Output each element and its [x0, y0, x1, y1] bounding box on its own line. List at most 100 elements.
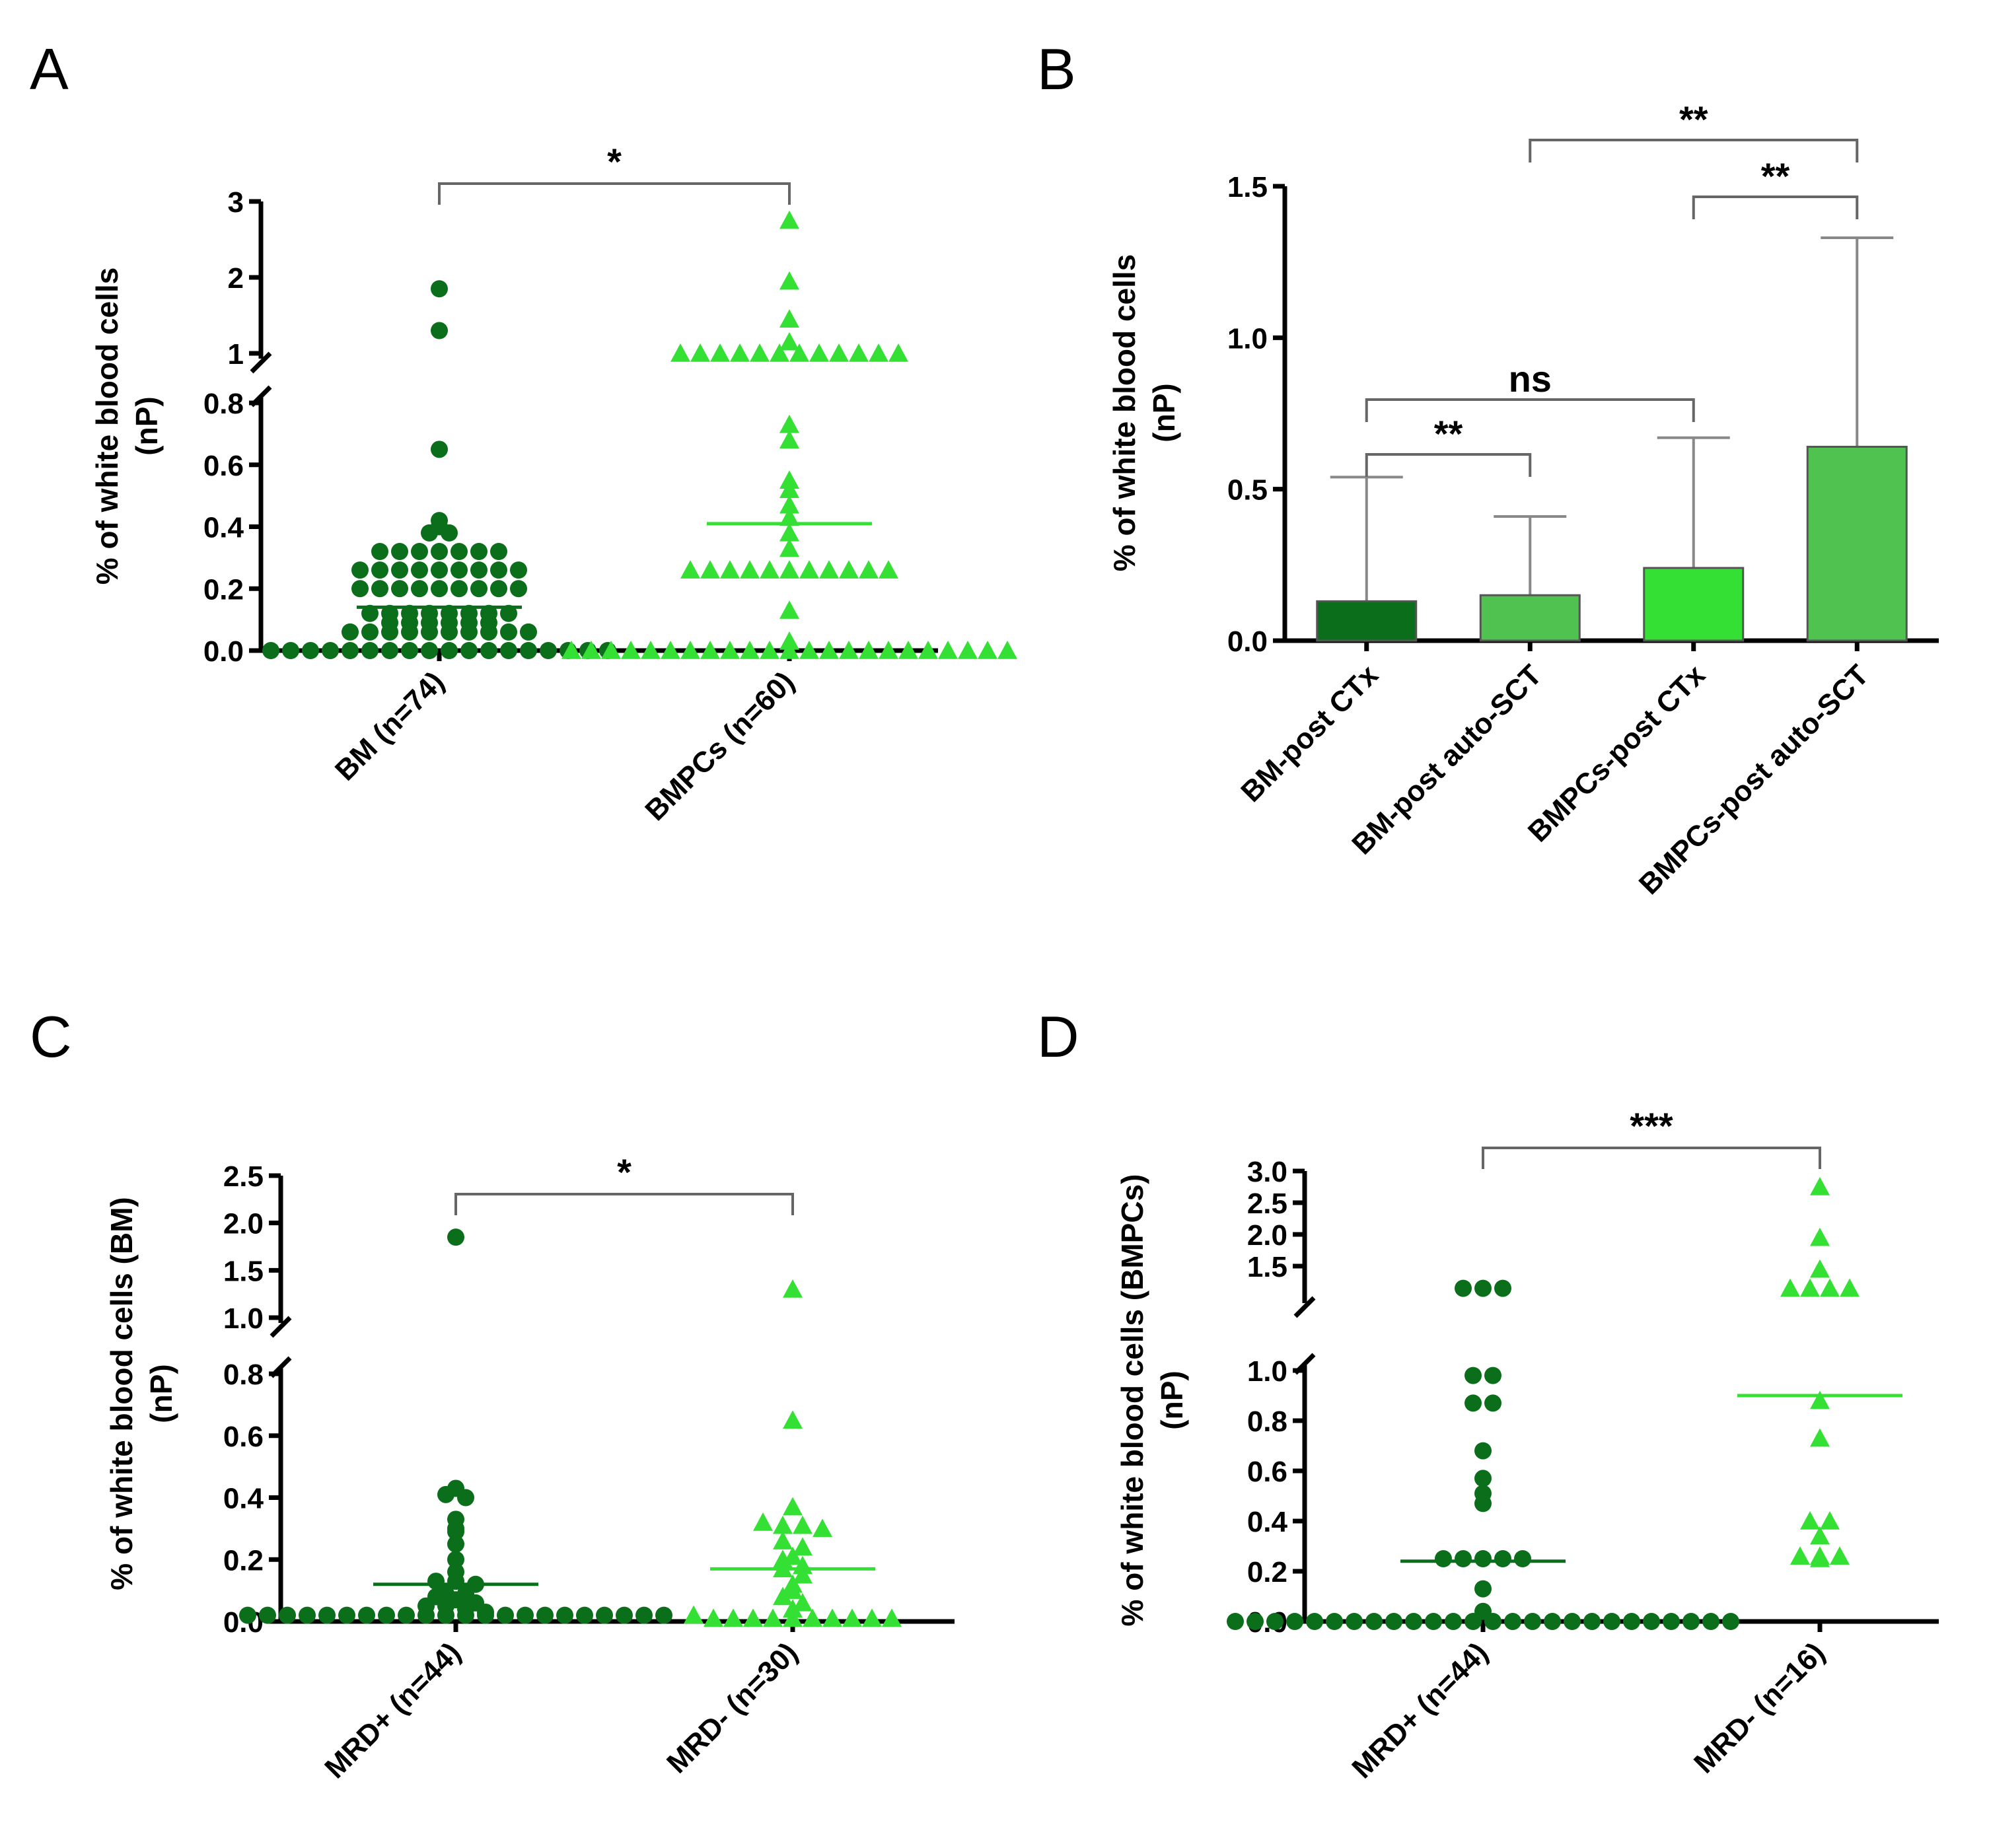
y-tick-label: 1.5 — [223, 1255, 264, 1287]
significance-label: *** — [1630, 1105, 1673, 1147]
data-point — [1583, 1613, 1601, 1630]
y-tick-label: 0.8 — [203, 388, 244, 420]
data-point — [783, 1410, 803, 1429]
data-point — [1800, 1278, 1820, 1297]
data-point — [391, 543, 408, 560]
data-point — [1227, 1613, 1244, 1630]
data-point — [1247, 1613, 1264, 1630]
data-point — [381, 642, 398, 659]
data-point — [361, 604, 379, 622]
data-point — [520, 623, 537, 641]
data-point — [596, 1606, 613, 1624]
panel-letter-c: C — [30, 1004, 72, 1069]
data-point — [779, 538, 799, 557]
data-point — [859, 560, 879, 579]
data-point — [763, 1608, 783, 1627]
data-point — [1820, 1511, 1840, 1530]
significance-bracket — [454, 1193, 794, 1215]
data-point — [1623, 1613, 1640, 1630]
data-point — [322, 642, 339, 659]
data-point — [576, 1606, 593, 1624]
bar — [1643, 567, 1745, 642]
data-point — [1474, 1495, 1492, 1512]
data-point — [480, 642, 497, 659]
data-point — [783, 1497, 803, 1516]
data-point — [517, 1606, 534, 1624]
y-tick-label: 0.2 — [223, 1544, 264, 1577]
data-point — [684, 1605, 704, 1624]
data-point — [779, 507, 799, 526]
data-point — [779, 210, 799, 229]
data-point — [773, 1515, 793, 1534]
data-point — [803, 1608, 822, 1627]
y-axis-label: % of white blood cells (BMPCs) — [1115, 1174, 1149, 1627]
y-tick-label: 0.4 — [1247, 1506, 1288, 1538]
data-point — [704, 1608, 723, 1627]
data-point — [447, 1228, 464, 1246]
data-point — [680, 560, 700, 579]
x-tick-label: BM (n=74) — [329, 665, 451, 787]
data-point — [720, 641, 740, 659]
data-point — [720, 560, 740, 579]
data-point — [561, 641, 581, 659]
data-point — [700, 560, 720, 579]
data-point — [1800, 1511, 1820, 1530]
y-tick-label: 0.4 — [203, 512, 244, 544]
data-point — [1474, 1442, 1492, 1460]
data-point — [1465, 1613, 1482, 1630]
y-tick-label: 1.5 — [1247, 1251, 1287, 1283]
data-point — [779, 470, 799, 489]
y-tick-label: 1 — [228, 338, 244, 371]
y-axis-label: % of white blood cells — [1107, 254, 1141, 571]
data-point — [1474, 1470, 1492, 1487]
data-point — [783, 1608, 803, 1627]
data-point — [779, 414, 799, 433]
data-point — [773, 1586, 793, 1606]
data-point — [1286, 1613, 1303, 1630]
data-point — [581, 641, 601, 659]
data-point — [1474, 1279, 1492, 1297]
data-point — [431, 543, 448, 560]
data-point — [490, 561, 507, 579]
data-point — [437, 1606, 454, 1624]
y-tick-label: 0.0 — [203, 635, 244, 668]
data-point — [431, 322, 448, 339]
data-point — [898, 641, 918, 659]
data-point — [862, 1608, 882, 1627]
data-point — [842, 1608, 862, 1627]
y-tick-label: 0.6 — [203, 450, 244, 482]
panel-b: B % of white blood cells (nP) 0.0 0.5 1.0 1… — [1037, 36, 1939, 901]
data-point — [338, 1606, 355, 1624]
data-point — [447, 1535, 464, 1553]
data-point — [358, 1606, 375, 1624]
significance-label: * — [617, 1151, 632, 1193]
panel-a: A % of white blood cells (nP) 0.0 0.2 0.4 0… — [30, 36, 1017, 827]
data-point — [279, 1606, 296, 1624]
data-point — [1455, 1550, 1472, 1567]
data-point — [1455, 1279, 1472, 1297]
y-tick-label: 2.0 — [1247, 1219, 1287, 1252]
data-point — [1790, 1546, 1810, 1565]
data-point — [799, 560, 819, 579]
data-point — [490, 580, 507, 598]
y-axis-label: % of white blood cells (BM) — [104, 1197, 139, 1590]
data-point — [978, 641, 997, 659]
y-axis-label-unit: (nP) — [1155, 1370, 1189, 1429]
data-point — [799, 641, 819, 659]
y-tick-label: 0.8 — [1247, 1405, 1287, 1438]
data-point — [918, 641, 938, 659]
data-point — [839, 560, 859, 579]
y-tick-label: 0.4 — [223, 1483, 264, 1515]
data-point — [1514, 1550, 1531, 1567]
bar — [1316, 600, 1418, 642]
data-point — [793, 1537, 813, 1556]
x-tick-label: MRD+ (n=44) — [318, 1636, 467, 1785]
significance-bracket — [1529, 139, 1859, 162]
data-point — [497, 1606, 514, 1624]
data-point — [740, 641, 760, 659]
data-point — [1810, 1526, 1830, 1545]
data-point — [779, 641, 799, 659]
y-axis-label-unit: (nP) — [144, 1364, 178, 1423]
data-point — [431, 280, 448, 298]
